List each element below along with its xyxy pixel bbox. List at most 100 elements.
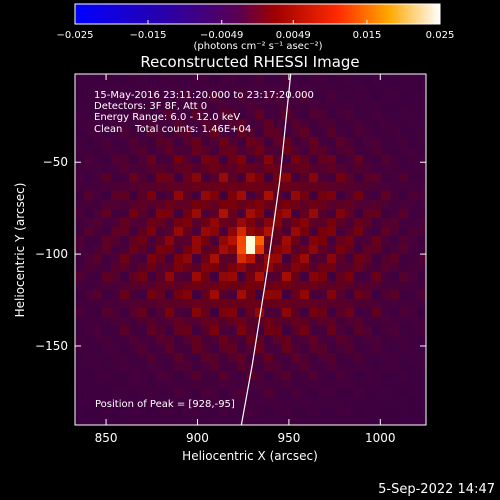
heatmap-cell — [75, 398, 85, 408]
heatmap-cell — [156, 416, 166, 425]
heatmap-cell — [129, 254, 139, 264]
heatmap-cell — [201, 101, 211, 111]
heatmap-cell — [336, 200, 346, 210]
heatmap-cell — [318, 335, 328, 345]
heatmap-cell — [390, 218, 400, 228]
heatmap-cell — [183, 155, 193, 165]
heatmap-cell — [237, 128, 247, 138]
heatmap-cell — [309, 326, 319, 336]
heatmap-cell — [273, 74, 283, 84]
heatmap-cell — [75, 137, 85, 147]
heatmap-cell — [318, 353, 328, 363]
heatmap-cell — [183, 380, 193, 390]
heatmap-cell — [372, 110, 382, 120]
heatmap-cell — [147, 353, 157, 363]
heatmap-cell — [201, 191, 211, 201]
heatmap-cell — [75, 407, 85, 417]
heatmap-cell — [273, 362, 283, 372]
heatmap-cell — [363, 92, 373, 102]
y-axis-ticks: −50−100−150 — [35, 155, 426, 353]
heatmap-cell — [228, 389, 238, 399]
heatmap-cell — [408, 209, 418, 219]
heatmap-cell — [120, 146, 130, 156]
heatmap-cell — [228, 416, 238, 425]
heatmap-cell — [327, 83, 337, 93]
heatmap-cell — [300, 254, 310, 264]
heatmap-cell — [291, 317, 301, 327]
heatmap-cell — [246, 254, 256, 264]
heatmap-cell — [93, 110, 103, 120]
heatmap-cell — [309, 173, 319, 183]
heatmap-cell — [228, 308, 238, 318]
heatmap-cell — [111, 299, 121, 309]
heatmap-cell — [183, 128, 193, 138]
heatmap-cell — [111, 200, 121, 210]
heatmap-cell — [183, 137, 193, 147]
heatmap-cell — [417, 308, 426, 318]
heatmap-cell — [138, 362, 148, 372]
heatmap-cell — [237, 362, 247, 372]
heatmap-cell — [174, 362, 184, 372]
heatmap-cell — [210, 290, 220, 300]
heatmap-cell — [327, 182, 337, 192]
heatmap-cell — [237, 353, 247, 363]
heatmap-cell — [255, 281, 265, 291]
heatmap-cell — [138, 218, 148, 228]
heatmap-cell — [381, 308, 391, 318]
heatmap-cell — [120, 380, 130, 390]
heatmap-cell — [120, 362, 130, 372]
heatmap-cell — [201, 344, 211, 354]
heatmap-cell — [84, 92, 94, 102]
heatmap-cell — [291, 263, 301, 273]
heatmap-cell — [336, 263, 346, 273]
heatmap-cell — [318, 74, 328, 84]
heatmap-cell — [381, 317, 391, 327]
heatmap-cell — [399, 416, 409, 425]
heatmap-cell — [390, 137, 400, 147]
heatmap-cell — [408, 335, 418, 345]
heatmap-cell — [93, 407, 103, 417]
heatmap-cell — [246, 344, 256, 354]
heatmap-cell — [318, 326, 328, 336]
heatmap-cell — [102, 317, 112, 327]
heatmap-cell — [75, 308, 85, 318]
heatmap-cell — [165, 191, 175, 201]
heatmap-cell — [363, 362, 373, 372]
heatmap-cell — [336, 299, 346, 309]
heatmap-cell — [273, 335, 283, 345]
heatmap-cell — [156, 119, 166, 129]
heatmap-cell — [363, 389, 373, 399]
heatmap-cell — [264, 263, 274, 273]
heatmap-cell — [192, 308, 202, 318]
heatmap-cell — [210, 335, 220, 345]
heatmap-cell — [399, 245, 409, 255]
heatmap-cell — [183, 362, 193, 372]
heatmap-cell — [183, 308, 193, 318]
heatmap-cell — [273, 83, 283, 93]
heatmap-cell — [192, 407, 202, 417]
heatmap-cell — [273, 209, 283, 219]
heatmap-cell — [129, 101, 139, 111]
heatmap-cell — [417, 389, 426, 399]
heatmap-cell — [282, 173, 292, 183]
heatmap-cell — [309, 128, 319, 138]
heatmap-cell — [282, 308, 292, 318]
heatmap-cell — [417, 200, 426, 210]
heatmap-cell — [75, 218, 85, 228]
heatmap-cell — [417, 227, 426, 237]
heatmap-cell — [75, 164, 85, 174]
heatmap-cell — [345, 182, 355, 192]
heatmap-cell — [399, 281, 409, 291]
heatmap-cell — [273, 272, 283, 282]
heatmap-cell — [246, 272, 256, 282]
heatmap-cell — [372, 317, 382, 327]
heatmap-cell — [300, 146, 310, 156]
heatmap-cell — [138, 128, 148, 138]
heatmap-cell — [390, 254, 400, 264]
heatmap-cell — [138, 173, 148, 183]
y-tick-label: −150 — [35, 339, 68, 353]
heatmap-cell — [228, 335, 238, 345]
heatmap-cell — [174, 389, 184, 399]
heatmap-cell — [93, 155, 103, 165]
